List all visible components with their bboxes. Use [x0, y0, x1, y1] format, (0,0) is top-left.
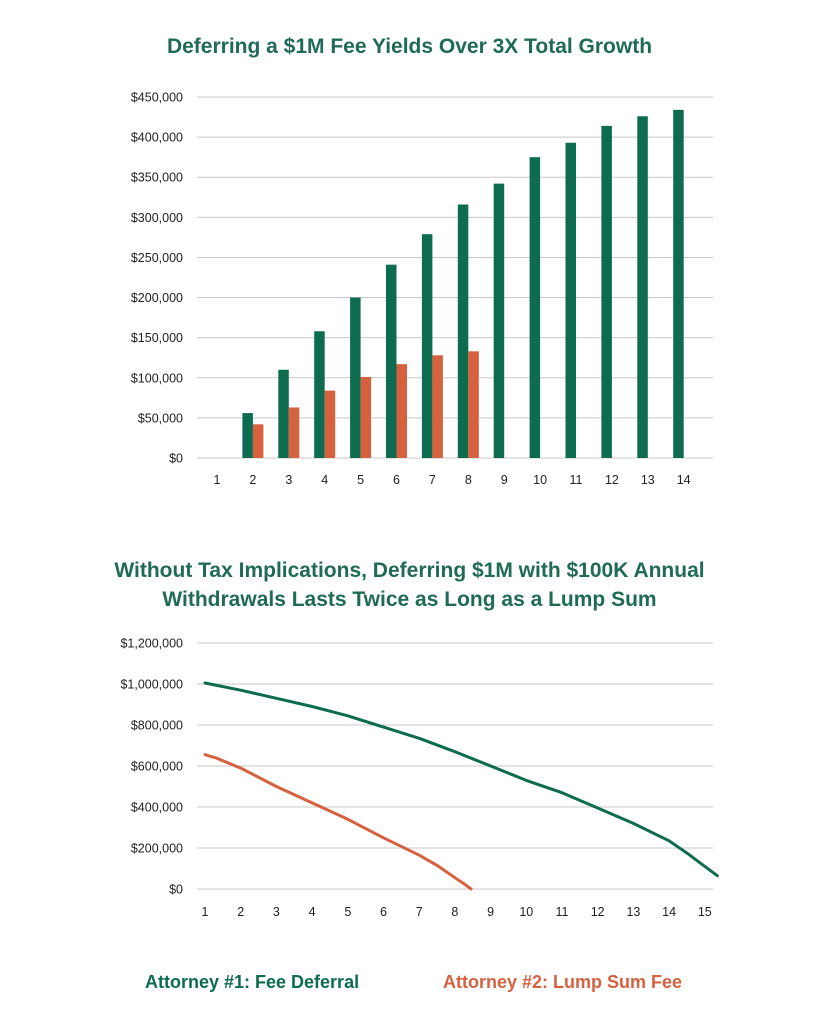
bar-fee-deferral	[673, 109, 684, 458]
x-tick-label: 4	[309, 905, 316, 919]
bar-fee-deferral	[601, 125, 612, 458]
y-tick-label: $1,200,000	[120, 637, 183, 651]
y-tick-label: $150,000	[131, 331, 183, 345]
x-tick-label: 14	[677, 473, 691, 487]
bar-lump-sum	[360, 376, 372, 458]
legend-lump-sum-fee: Attorney #2: Lump Sum Fee	[443, 972, 683, 992]
legend-fee-deferral: Attorney #1: Fee Deferral	[145, 972, 360, 992]
bar-lump-sum	[324, 390, 336, 458]
bar-fee-deferral	[457, 204, 469, 458]
x-tick-label: 11	[556, 905, 569, 919]
x-tick-label: 5	[357, 473, 364, 487]
bar-fee-deferral	[529, 157, 541, 458]
x-tick-label: 3	[285, 473, 292, 487]
y-tick-label: $300,000	[131, 211, 183, 225]
bar-lump-sum	[432, 355, 443, 458]
x-tick-label: 13	[626, 905, 640, 919]
x-tick-label: 1	[214, 473, 221, 487]
x-tick-label: 7	[416, 905, 423, 919]
y-tick-label: $250,000	[131, 251, 183, 265]
x-tick-label: 11	[570, 473, 583, 487]
x-tick-label: 3	[273, 905, 280, 919]
bar-fee-deferral	[242, 413, 253, 458]
y-tick-label: $400,000	[131, 131, 183, 145]
x-tick-label: 9	[487, 905, 494, 919]
y-tick-label: $400,000	[131, 801, 183, 815]
x-tick-label: 9	[501, 473, 508, 487]
bar-fee-deferral	[637, 116, 648, 459]
x-tick-label: 12	[591, 905, 605, 919]
bar-lump-sum	[288, 407, 300, 458]
x-tick-label: 6	[393, 473, 400, 487]
x-tick-label: 12	[605, 473, 619, 487]
bar-fee-deferral	[493, 183, 505, 458]
x-tick-label: 5	[344, 905, 351, 919]
bar-chart-title: Deferring a $1M Fee Yields Over 3X Total…	[166, 35, 653, 58]
x-tick-label: 13	[641, 473, 655, 487]
x-tick-label: 4	[321, 473, 328, 487]
x-tick-label: 14	[662, 905, 676, 919]
line-chart-title: Without Tax Implications, Deferring $1M …	[114, 559, 705, 611]
y-tick-label: $350,000	[131, 171, 183, 185]
bar-lump-sum	[252, 424, 264, 458]
x-tick-label: 8	[451, 905, 458, 919]
bar-fee-deferral	[565, 142, 576, 458]
y-tick-label: $200,000	[131, 842, 183, 856]
y-tick-label: $0	[169, 452, 183, 466]
bar-chart: $0 $50,000 $100,000 $150,000 $200,000 $250,00…	[131, 91, 713, 487]
line-lump-sum	[203, 753, 473, 891]
y-tick-label: $100,000	[131, 371, 183, 385]
y-tick-label: $800,000	[131, 719, 183, 733]
bar-fee-deferral	[386, 264, 397, 458]
bar-lump-sum	[396, 364, 407, 458]
line-fee-deferral	[203, 681, 719, 878]
x-tick-label: 15	[698, 905, 712, 919]
x-tick-label: 2	[237, 905, 244, 919]
y-tick-label: $0	[169, 883, 183, 897]
y-tick-label: $200,000	[131, 291, 183, 305]
y-tick-label: $600,000	[131, 760, 183, 774]
x-tick-label: 6	[380, 905, 387, 919]
y-tick-label: $1,000,000	[120, 678, 183, 692]
x-tick-label: 7	[429, 473, 436, 487]
y-tick-label: $50,000	[138, 411, 183, 425]
x-tick-label: 8	[465, 473, 472, 487]
bar-fee-deferral	[421, 234, 433, 458]
bar-fee-deferral	[314, 331, 325, 458]
x-tick-label: 1	[202, 905, 209, 919]
line-chart: $0 $200,000 $400,000 $600,000 $800,000 $1,000…	[120, 637, 719, 919]
bar-fee-deferral	[350, 297, 361, 458]
x-tick-label: 2	[249, 473, 256, 487]
x-tick-label: 10	[533, 473, 547, 487]
y-tick-label: $450,000	[131, 91, 183, 105]
bar-lump-sum	[468, 351, 479, 458]
bar-fee-deferral	[278, 369, 289, 458]
x-tick-label: 10	[519, 905, 533, 919]
